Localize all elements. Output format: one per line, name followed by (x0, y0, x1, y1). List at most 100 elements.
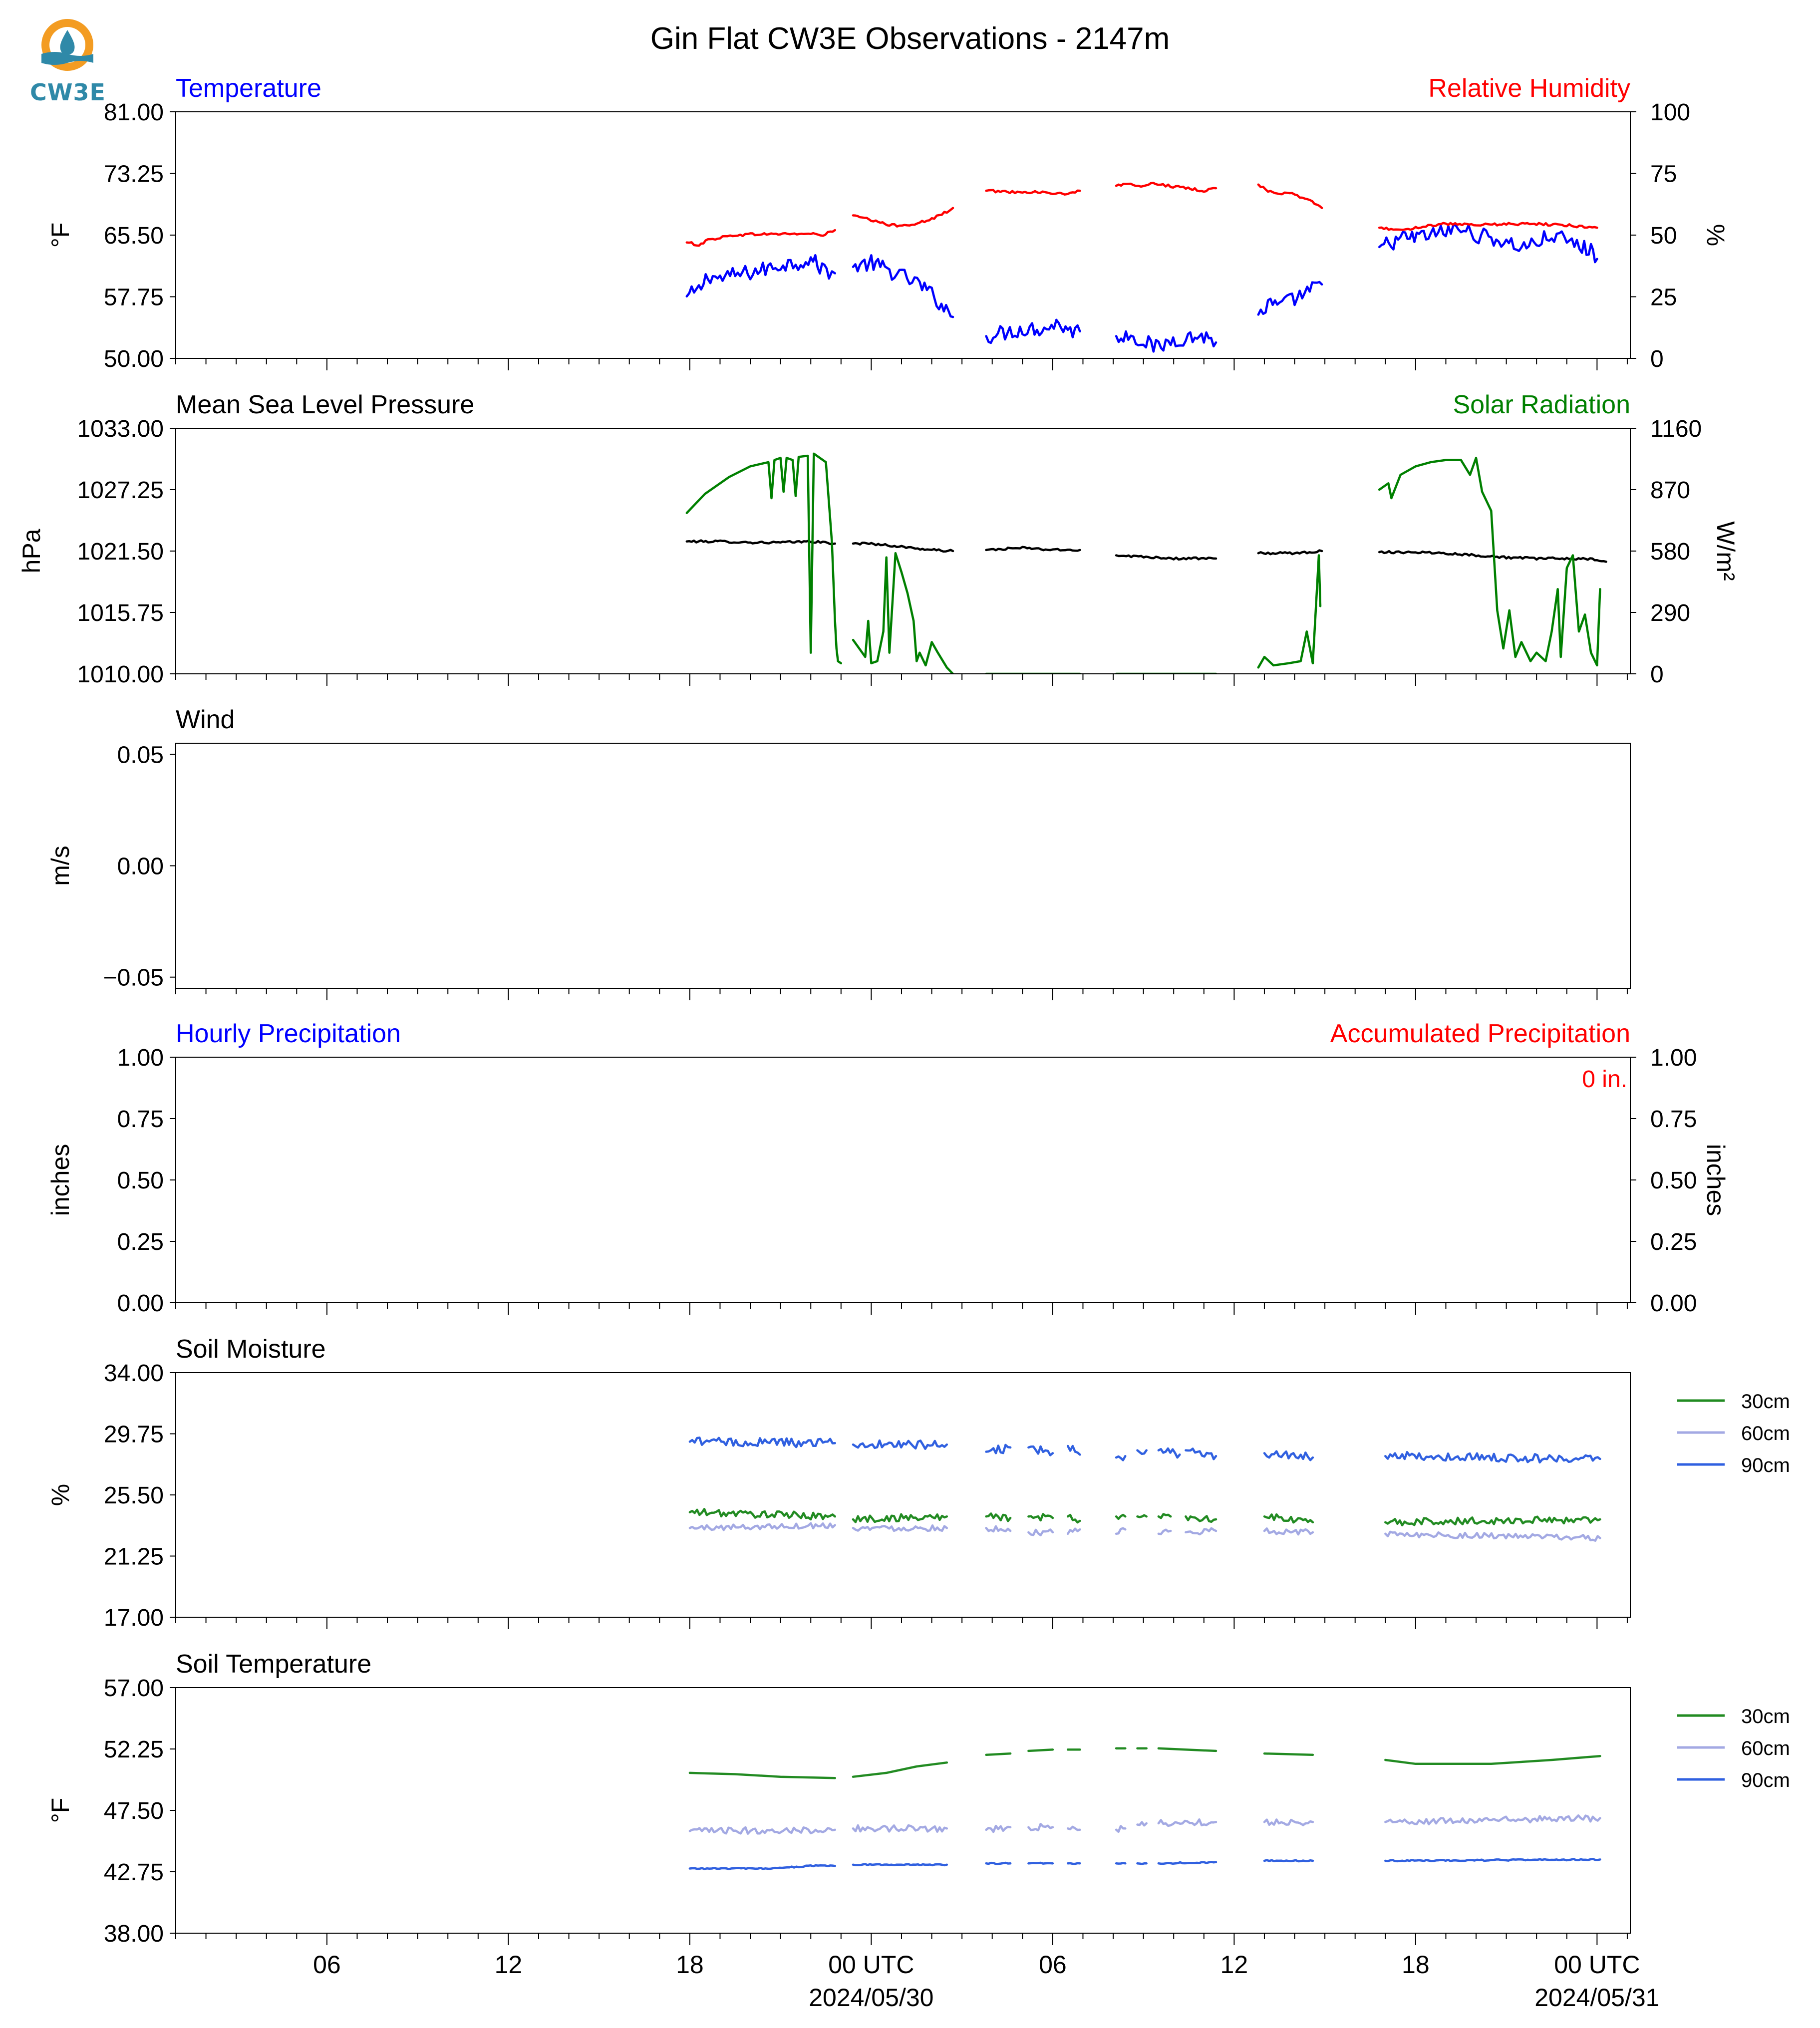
series-temperature-segment-2 (852, 254, 954, 318)
series-group (688, 1747, 1601, 1870)
series-60cm-segment-10 (1384, 1530, 1601, 1542)
series-90cm-segment-3 (985, 1861, 1012, 1865)
y-tick-label: 1027.25 (77, 477, 164, 504)
series-30cm-segment-3 (985, 1752, 1012, 1756)
series-mean-sea-level-pressure-segment-3 (985, 546, 1081, 552)
panel-title-right: Relative Humidity (1428, 74, 1630, 103)
legend-label: 30cm (1741, 1391, 1790, 1413)
series-30cm-segment-3 (985, 1512, 1012, 1522)
y-tick-label: 81.00 (104, 99, 164, 126)
series-60cm-segment-1 (688, 1826, 836, 1835)
series-90cm-segment-5 (1066, 1445, 1081, 1456)
panel-title-left: Soil Moisture (176, 1335, 326, 1364)
x-tick-label: 00 UTC (1554, 1951, 1640, 1979)
x-tick-label: 18 (1402, 1951, 1430, 1979)
series-relative-humidity-segment-5 (1257, 183, 1323, 209)
series-60cm-segment-7 (1136, 1821, 1148, 1827)
series-90cm-segment-2 (852, 1439, 948, 1450)
series-temperature-segment-1 (685, 254, 836, 297)
series-30cm-segment-2 (852, 1761, 948, 1778)
series-temperature-segment-4 (1115, 330, 1217, 353)
series-30cm-segment-1 (688, 1508, 836, 1521)
series-60cm-segment-2 (852, 1524, 948, 1532)
series-60cm-segment-9 (1263, 1527, 1314, 1536)
logo-text: CW3E (30, 79, 106, 106)
series-90cm-segment-11 (1384, 1450, 1601, 1464)
series-60cm-segment-2 (852, 1824, 948, 1833)
panel-title-left: Mean Sea Level Pressure (176, 390, 474, 419)
y-tick-label: 0.00 (117, 854, 164, 880)
series-60cm-segment-3 (985, 1525, 1012, 1533)
series-solar-radiation-segment-5 (1257, 554, 1322, 669)
series-30cm-segment-8 (1157, 1513, 1172, 1519)
y-tick-label: 1033.00 (77, 416, 164, 442)
y-right-tick-label: 0.25 (1650, 1229, 1697, 1255)
series-temperature-segment-3 (985, 318, 1081, 344)
panel-title-left: Hourly Precipitation (176, 1019, 401, 1048)
y-tick-label: 0.00 (117, 1290, 164, 1317)
y-right-tick-label: 0 (1650, 661, 1664, 688)
y-tick-label: 0.05 (117, 742, 164, 768)
y-tick-label: 17.00 (104, 1605, 164, 1631)
plot-frame (175, 1057, 1631, 1303)
chart-title: Gin Flat CW3E Observations - 2147m (650, 21, 1170, 56)
panel-temp: 81.00 73.25 65.50 57.75 50.00 100 75 50 25 0 Tempe… (46, 74, 1730, 372)
panel-title-left: Soil Temperature (176, 1650, 371, 1679)
series-90cm-segment-5 (1066, 1862, 1081, 1865)
series-relative-humidity-segment-4 (1115, 182, 1217, 193)
legend-label: 90cm (1741, 1454, 1790, 1476)
series-30cm-segment-10 (1384, 1754, 1601, 1765)
y-tick-label: 38.00 (104, 1921, 164, 1947)
series-60cm-segment-3 (985, 1824, 1012, 1833)
x-tick-label: 12 (495, 1951, 523, 1979)
series-30cm-segment-1 (688, 1771, 836, 1779)
y-tick-label: 25.50 (104, 1482, 164, 1509)
y-tick-label: 65.50 (104, 223, 164, 249)
y-tick-label: 21.25 (104, 1544, 164, 1570)
series-temperature-segment-5 (1257, 281, 1323, 316)
y-tick-label: 0.25 (117, 1229, 164, 1255)
series-60cm-segment-5 (1066, 1527, 1081, 1535)
y-tick-label: 73.25 (104, 161, 164, 188)
x-tick-label: 18 (676, 1951, 704, 1979)
series-30cm-segment-11 (1384, 1515, 1601, 1526)
series-solar-radiation-segment-6 (1378, 457, 1601, 667)
y-tick-label: 34.00 (104, 1360, 164, 1387)
series-90cm-segment-4 (1027, 1445, 1054, 1456)
y-tick-label: 42.75 (104, 1859, 164, 1886)
y-tick-label: 52.25 (104, 1737, 164, 1763)
series-90cm-segment-1 (688, 1437, 836, 1449)
series-relative-humidity-segment-6 (1378, 222, 1598, 231)
y-right-tick-label: 25 (1650, 285, 1677, 311)
panel-title-left: Wind (176, 705, 235, 734)
series-90cm-segment-8 (1157, 1447, 1181, 1459)
y-tick-label: 1015.75 (77, 600, 164, 626)
x-date-label: 2024/05/30 (809, 1984, 933, 2012)
panel-soil_temp: 57.00 52.25 47.50 42.75 38.00 Soil Temperatur… (46, 1650, 1790, 1947)
series-30cm-segment-4 (1027, 1513, 1054, 1522)
series-90cm-segment-9 (1185, 1448, 1217, 1460)
x-tick-label: 06 (313, 1951, 341, 1979)
series-60cm-segment-9 (1263, 1818, 1314, 1826)
cw3e-logo: CW3E (30, 15, 106, 106)
series-60cm-segment-1 (688, 1522, 836, 1531)
series-mean-sea-level-pressure-segment-2 (852, 542, 954, 553)
series-30cm-segment-7 (1136, 1514, 1148, 1518)
y-right-tick-label: 0.00 (1650, 1290, 1697, 1317)
series-group (685, 452, 1607, 674)
legend-label: 60cm (1741, 1738, 1790, 1759)
series-30cm-segment-4 (1027, 1748, 1054, 1752)
y-tick-label: 1.00 (117, 1045, 164, 1071)
series-90cm-segment-6 (1115, 1454, 1127, 1461)
series-90cm-segment-8 (1157, 1861, 1217, 1865)
logo-emblem (41, 19, 93, 71)
accumulated-total-label: 0 in. (1582, 1066, 1627, 1093)
series-relative-humidity-segment-2 (852, 207, 954, 228)
series-90cm-segment-9 (1263, 1859, 1314, 1863)
plot-frame (175, 1372, 1631, 1618)
series-relative-humidity-segment-3 (985, 189, 1081, 196)
y-axis-label: °F (46, 223, 74, 248)
series-30cm-segment-9 (1185, 1515, 1217, 1523)
y-right-tick-label: 1.00 (1650, 1045, 1697, 1071)
y-right-tick-label: 290 (1650, 600, 1690, 626)
